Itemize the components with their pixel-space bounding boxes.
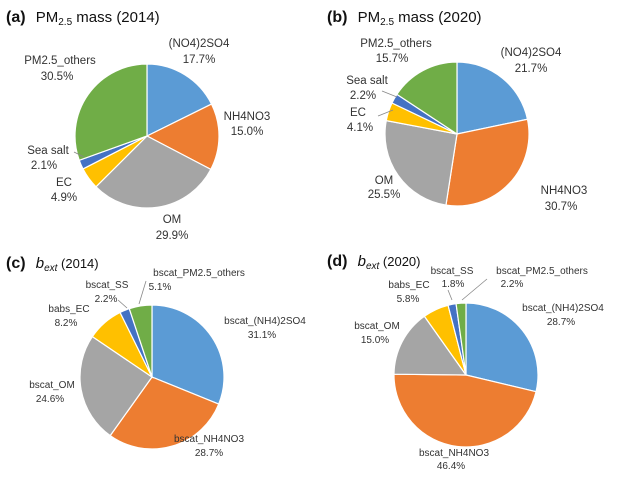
pie-c-slice-others (128, 304, 153, 378)
pie-b-slice-others (396, 61, 458, 136)
panel-b-title: (b) PM2.5 mass (2020) (327, 9, 482, 28)
leader-d-ss (447, 289, 453, 301)
panel-b-tag: (b) (327, 9, 347, 26)
label-c-ec-value: 8.2% (55, 318, 78, 329)
panel-b: (b) PM2.5 mass (2020) (NO4)2SO4 21.7% NH… (327, 9, 587, 213)
label-d-sulfate-name: bscat_(NH4)2SO4 (522, 303, 604, 314)
label-d-ec-value: 5.8% (397, 294, 420, 305)
pie-d-slice-sulfate (465, 302, 539, 393)
panel-c: (c) bext (2014) bscat_(NH4)2SO4 31.1% bs… (6, 255, 306, 459)
label-b-nitrate-value: 30.7% (545, 201, 578, 213)
leader-a-seasalt (73, 151, 85, 158)
panel-c-tag: (c) (6, 255, 26, 272)
panel-d-tag: (d) (327, 253, 347, 270)
label-d-others-value: 2.2% (501, 279, 524, 290)
label-b-sulfate-name: (NO4)2SO4 (501, 47, 562, 59)
label-b-nitrate-name: NH4NO3 (541, 185, 588, 197)
label-a-nitrate-value: 15.0% (231, 126, 264, 138)
label-c-ss-name: bscat_SS (86, 280, 129, 291)
pie-b-slice-sulfate (456, 61, 529, 135)
pie-b-slice-nitrate (445, 118, 530, 207)
pie-c (79, 304, 225, 450)
label-b-seasalt-value: 2.2% (350, 90, 376, 102)
pie-b (384, 61, 530, 207)
label-b-others-value: 15.7% (376, 53, 409, 65)
label-a-seasalt-value: 2.1% (31, 160, 57, 172)
label-c-nitrate-value: 28.7% (195, 448, 223, 459)
label-d-om-name: bscat_OM (354, 321, 400, 332)
pie-d-slice-om (393, 315, 468, 376)
label-a-sulfate-value: 17.7% (183, 54, 216, 66)
label-a-om-name: OM (163, 214, 182, 226)
label-a-sulfate-name: (NO4)2SO4 (169, 38, 230, 50)
leader-b-ec (377, 109, 394, 117)
panel-a: (a) PM2.5 mass (2014) (NO4)2SO4 17.7% NH… (6, 9, 270, 242)
pie-a-slice-nitrate (145, 103, 220, 171)
label-d-others-name: bscat_PM2.5_others (496, 266, 588, 277)
label-d-ss-value: 1.8% (442, 279, 465, 290)
label-d-sulfate-value: 28.7% (547, 317, 575, 328)
label-d-nitrate-name: bscat_NH4NO3 (419, 448, 489, 459)
pie-a-slice-sulfate (146, 63, 213, 137)
pie-a-slice-om (95, 135, 212, 209)
label-b-om-value: 25.5% (368, 189, 401, 201)
label-a-others-name: PM2.5_others (24, 55, 96, 67)
panel-d: (d) bext (2020) bscat_(NH4)2SO4 28.7% bs… (327, 253, 604, 472)
label-a-om-value: 29.9% (156, 230, 189, 242)
label-b-seasalt-name: Sea salt (346, 75, 388, 87)
label-c-others-name: bscat_PM2.5_others (153, 268, 245, 279)
label-b-om-name: OM (375, 175, 394, 187)
label-d-ss-name: bscat_SS (431, 266, 474, 277)
pie-c-slice-sulfate (151, 304, 225, 405)
label-c-nitrate-name: bscat_NH4NO3 (174, 434, 244, 445)
label-d-nitrate-value: 46.4% (437, 461, 465, 472)
label-c-ec-name: babs_EC (48, 304, 89, 315)
panel-c-title: (c) bext (2014) (6, 255, 99, 274)
pie-d (393, 302, 539, 448)
label-c-sulfate-value: 31.1% (248, 330, 276, 341)
label-b-ec-value: 4.1% (347, 122, 373, 134)
pie-c-slice-om (79, 335, 153, 437)
label-c-om-value: 24.6% (36, 394, 64, 405)
leader-d-others (461, 278, 488, 301)
label-c-ss-value: 2.2% (95, 294, 118, 305)
pie-d-slice-nitrate (393, 373, 537, 448)
label-b-sulfate-value: 21.7% (515, 63, 548, 75)
label-c-om-name: bscat_OM (29, 380, 75, 391)
label-b-others-name: PM2.5_others (360, 38, 432, 50)
label-a-others-value: 30.5% (41, 71, 74, 83)
panel-a-title: (a) PM2.5 mass (2014) (6, 9, 160, 28)
panel-a-tag: (a) (6, 9, 26, 26)
panel-d-title: (d) bext (2020) (327, 253, 421, 272)
pie-d-slice-others (455, 302, 467, 376)
label-a-seasalt-name: Sea salt (27, 145, 69, 157)
label-c-sulfate-name: bscat_(NH4)2SO4 (224, 316, 306, 327)
leader-b-seasalt (381, 90, 398, 98)
pie-a-slice-others (74, 63, 148, 162)
label-b-ec-name: EC (350, 107, 366, 119)
label-c-others-value: 5.1% (149, 282, 172, 293)
label-d-ec-name: babs_EC (388, 280, 429, 291)
pie-b-slice-om (384, 119, 458, 206)
label-d-om-value: 15.0% (361, 335, 389, 346)
leader-c-ss (117, 299, 128, 309)
label-a-ec-name: EC (56, 177, 72, 189)
pie-c-slice-nitrate (109, 376, 220, 450)
label-a-ec-value: 4.9% (51, 192, 77, 204)
pie-a (74, 63, 220, 209)
leader-c-others (138, 280, 147, 305)
label-a-nitrate-name: NH4NO3 (224, 111, 271, 123)
